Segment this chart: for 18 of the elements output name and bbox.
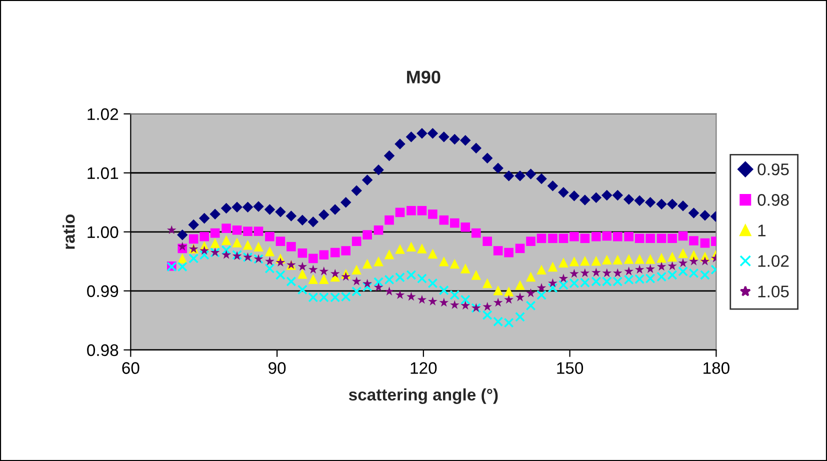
legend-label: 1	[758, 224, 766, 236]
y-tick-label: 1.00	[88, 226, 118, 238]
x-tick-label: 150	[557, 362, 584, 374]
legend-label: 0.95	[758, 163, 789, 176]
x-tick-label: 90	[268, 362, 286, 374]
chart-title: M90	[407, 70, 440, 84]
legend-label: 1.02	[758, 255, 789, 267]
y-tick-label: 0.98	[87, 344, 118, 356]
x-tick-label: 180	[704, 362, 730, 374]
legend-label: 0.98	[758, 194, 789, 206]
y-tick-label: 1.01	[88, 167, 118, 180]
y-axis-title: ratio	[62, 214, 75, 249]
x-tick-label: 120	[410, 362, 437, 374]
y-tick-label: 0.99	[87, 285, 118, 298]
x-axis-title: scattering angle (°)	[348, 388, 498, 404]
legend-label: 1.05	[758, 286, 789, 298]
y-tick-label: 1.02	[88, 108, 118, 120]
x-tick-label: 60	[122, 362, 140, 374]
